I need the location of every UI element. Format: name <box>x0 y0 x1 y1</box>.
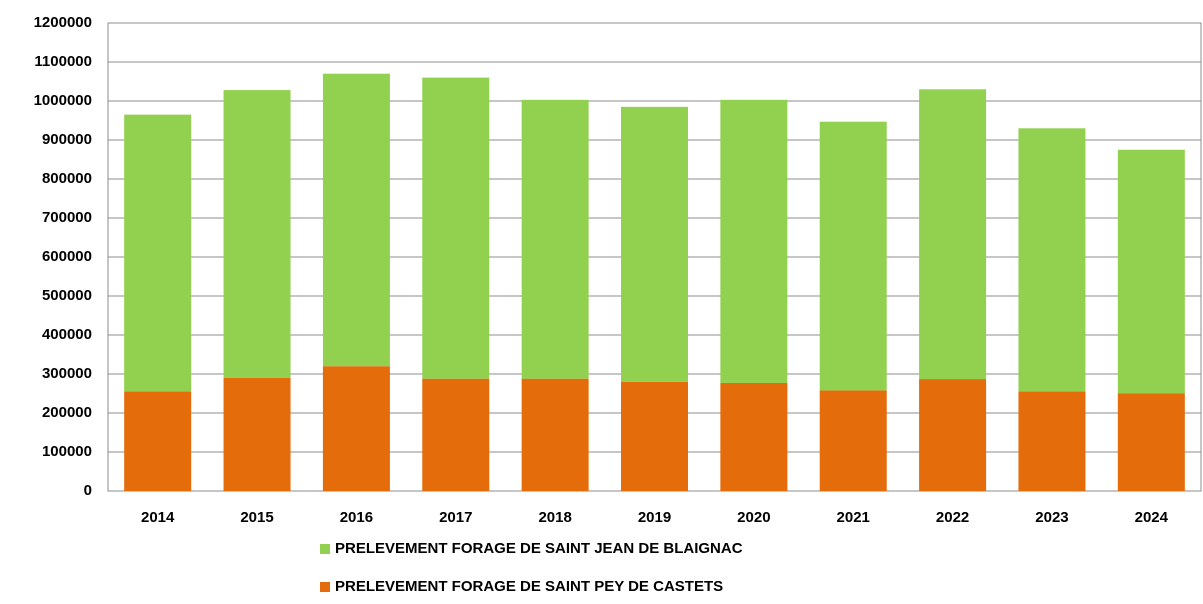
bar-segment <box>1018 391 1086 491</box>
y-tick-label: 1100000 <box>34 53 92 70</box>
x-tick-label: 2019 <box>638 509 671 526</box>
y-tick-label: 1200000 <box>34 14 92 31</box>
legend-label: PRELEVEMENT FORAGE DE SAINT PEY DE CASTE… <box>335 578 723 595</box>
y-tick-label: 900000 <box>42 131 92 148</box>
bar-segment <box>919 379 987 491</box>
y-tick-label: 200000 <box>42 404 92 421</box>
bar-segment <box>919 89 987 380</box>
y-tick-label: 700000 <box>42 209 92 226</box>
x-tick-label: 2024 <box>1135 509 1169 526</box>
bar-segment <box>1117 149 1185 394</box>
bar-segment <box>819 121 887 391</box>
x-tick-label: 2017 <box>439 509 472 526</box>
y-tick-label: 400000 <box>42 326 92 343</box>
bar-segment <box>521 378 589 491</box>
y-tick-label: 600000 <box>42 248 92 265</box>
x-tick-label: 2018 <box>538 509 571 526</box>
bar-segment <box>720 382 788 491</box>
bar-segment <box>819 390 887 491</box>
bar-segment <box>422 378 490 491</box>
y-tick-label: 300000 <box>42 365 92 382</box>
bar-segment <box>322 366 390 491</box>
legend-label: PRELEVEMENT FORAGE DE SAINT JEAN DE BLAI… <box>335 540 743 557</box>
bar-segment <box>1018 128 1086 392</box>
x-tick-label: 2015 <box>240 509 273 526</box>
bar-segment <box>720 99 788 383</box>
bar-segment <box>322 73 390 367</box>
bar-segment <box>223 90 291 378</box>
bar-segment <box>1117 393 1185 491</box>
bar-segment <box>124 391 192 491</box>
y-tick-label: 100000 <box>42 443 92 460</box>
bar-segment <box>124 114 192 392</box>
bar-segment <box>422 77 490 379</box>
bar-segment <box>621 106 688 382</box>
y-tick-label: 500000 <box>42 287 92 304</box>
x-tick-label: 2023 <box>1035 509 1068 526</box>
bar-segment <box>621 381 688 491</box>
y-tick-label: 0 <box>84 482 92 499</box>
legend-swatch <box>320 582 330 592</box>
y-tick-label: 800000 <box>42 170 92 187</box>
bar-segment <box>223 377 291 491</box>
x-tick-label: 2014 <box>141 509 175 526</box>
y-tick-label: 1000000 <box>34 92 92 109</box>
legend-swatch <box>320 544 330 554</box>
x-tick-label: 2021 <box>837 509 870 526</box>
bar-segment <box>521 99 589 379</box>
x-tick-label: 2022 <box>936 509 969 526</box>
x-tick-label: 2020 <box>737 509 770 526</box>
x-tick-label: 2016 <box>340 509 373 526</box>
